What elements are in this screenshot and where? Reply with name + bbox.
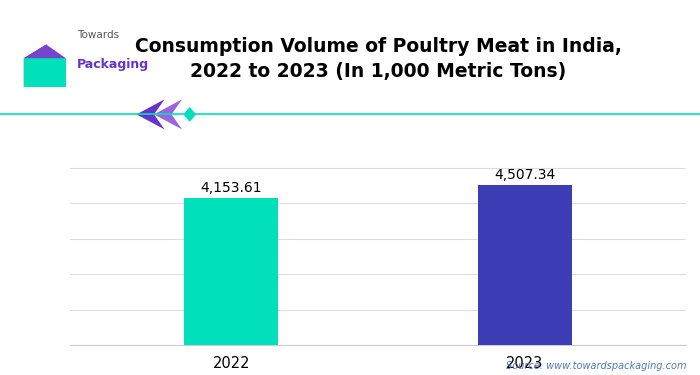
Text: Towards: Towards bbox=[77, 30, 119, 40]
Text: Consumption Volume of Poultry Meat in India,
2022 to 2023 (In 1,000 Metric Tons): Consumption Volume of Poultry Meat in In… bbox=[134, 38, 622, 81]
Text: 4,153.61: 4,153.61 bbox=[200, 181, 262, 195]
Text: 4,507.34: 4,507.34 bbox=[494, 168, 555, 182]
Text: Packaging: Packaging bbox=[77, 57, 149, 70]
Polygon shape bbox=[24, 45, 66, 58]
Polygon shape bbox=[24, 45, 46, 87]
Polygon shape bbox=[183, 107, 196, 122]
Polygon shape bbox=[136, 99, 164, 129]
Text: Source: www.towardspackaging.com: Source: www.towardspackaging.com bbox=[505, 361, 686, 371]
Polygon shape bbox=[154, 99, 182, 129]
FancyBboxPatch shape bbox=[24, 58, 66, 87]
Bar bbox=[477, 185, 572, 345]
Bar bbox=[184, 198, 279, 345]
